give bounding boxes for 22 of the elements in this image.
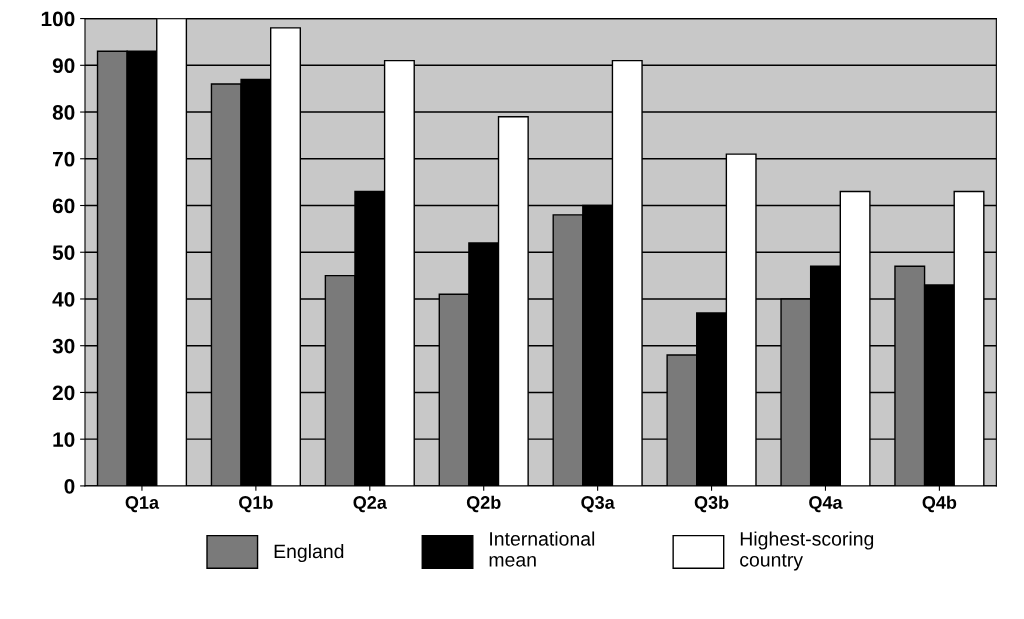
y-tick-label: 90 <box>52 58 75 74</box>
y-tick-label: 10 <box>53 432 75 447</box>
y-tick-label: 20 <box>52 385 75 401</box>
y-tick-label: 100 <box>41 11 75 27</box>
y-tick-label: 40 <box>52 291 75 307</box>
x-tick-label: Q3b <box>694 495 729 513</box>
y-tick-label: 50 <box>52 245 75 260</box>
y-tick-label: 0 <box>64 478 75 494</box>
legend-label: Highest-scoring country <box>740 531 874 571</box>
y-tick-label: 80 <box>52 105 75 120</box>
x-tick-label: Q1a <box>125 496 160 513</box>
legend-label: International mean <box>489 531 595 567</box>
x-tick-label: Q4b <box>922 495 957 513</box>
x-tick-label: Q3a <box>581 496 615 513</box>
x-tick-label: Q1b <box>239 495 273 513</box>
x-tick-label: Q2b <box>466 495 501 513</box>
x-tick-label: Q4a <box>809 496 843 513</box>
y-tick-label: 30 <box>52 338 75 354</box>
y-tick-label: 60 <box>52 198 75 214</box>
x-tick-label: Q2a <box>353 496 387 513</box>
legend-label: England <box>274 543 344 563</box>
y-tick-label: 70 <box>52 151 75 167</box>
